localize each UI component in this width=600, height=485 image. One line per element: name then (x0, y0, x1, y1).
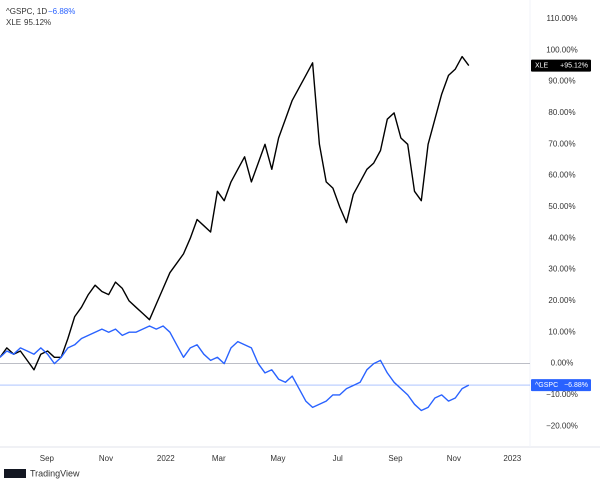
legend-change: −6.88% (48, 7, 75, 16)
x-tick-label: May (270, 454, 285, 463)
series-line (0, 55, 470, 371)
y-tick-label: −10.00% (546, 390, 578, 399)
x-tick-label: Jul (333, 454, 343, 463)
series-line (0, 325, 470, 412)
x-tick-label: Nov (99, 454, 113, 463)
y-tick-label: −20.00% (546, 421, 578, 430)
y-tick-label: 10.00% (548, 327, 575, 336)
price-label-name: ^GSPC (535, 382, 558, 389)
y-tick-label: 60.00% (548, 171, 575, 180)
y-tick-label: 40.00% (548, 233, 575, 242)
y-tick-label: 100.00% (546, 45, 578, 54)
y-tick-label: 70.00% (548, 139, 575, 148)
x-tick-label: Nov (447, 454, 461, 463)
legend-second-value: 95.12% (24, 18, 51, 27)
x-tick-label: 2023 (503, 454, 521, 463)
x-tick-label: 2022 (157, 454, 175, 463)
brand: TradingView (30, 468, 80, 478)
y-tick-label: 30.00% (548, 265, 575, 274)
price-label-name: XLE (535, 62, 549, 69)
y-tick-label: 80.00% (548, 108, 575, 117)
legend-header: ^GSPC, 1D (6, 7, 47, 16)
price-label-value: +95.12% (560, 62, 588, 69)
y-tick-label: 0.00% (551, 359, 574, 368)
brand-logo (4, 469, 26, 478)
price-label-box (531, 59, 591, 72)
price-label-value: −6.88% (564, 382, 588, 389)
price-label-box (531, 379, 591, 392)
y-tick-label: 20.00% (548, 296, 575, 305)
y-tick-label: 110.00% (547, 14, 578, 23)
x-tick-label: Sep (388, 454, 403, 463)
y-tick-label: 50.00% (548, 202, 575, 211)
y-tick-label: 90.00% (548, 77, 575, 86)
x-tick-label: Sep (40, 454, 55, 463)
x-tick-label: Mar (212, 454, 226, 463)
legend-second-name: XLE (6, 18, 21, 27)
